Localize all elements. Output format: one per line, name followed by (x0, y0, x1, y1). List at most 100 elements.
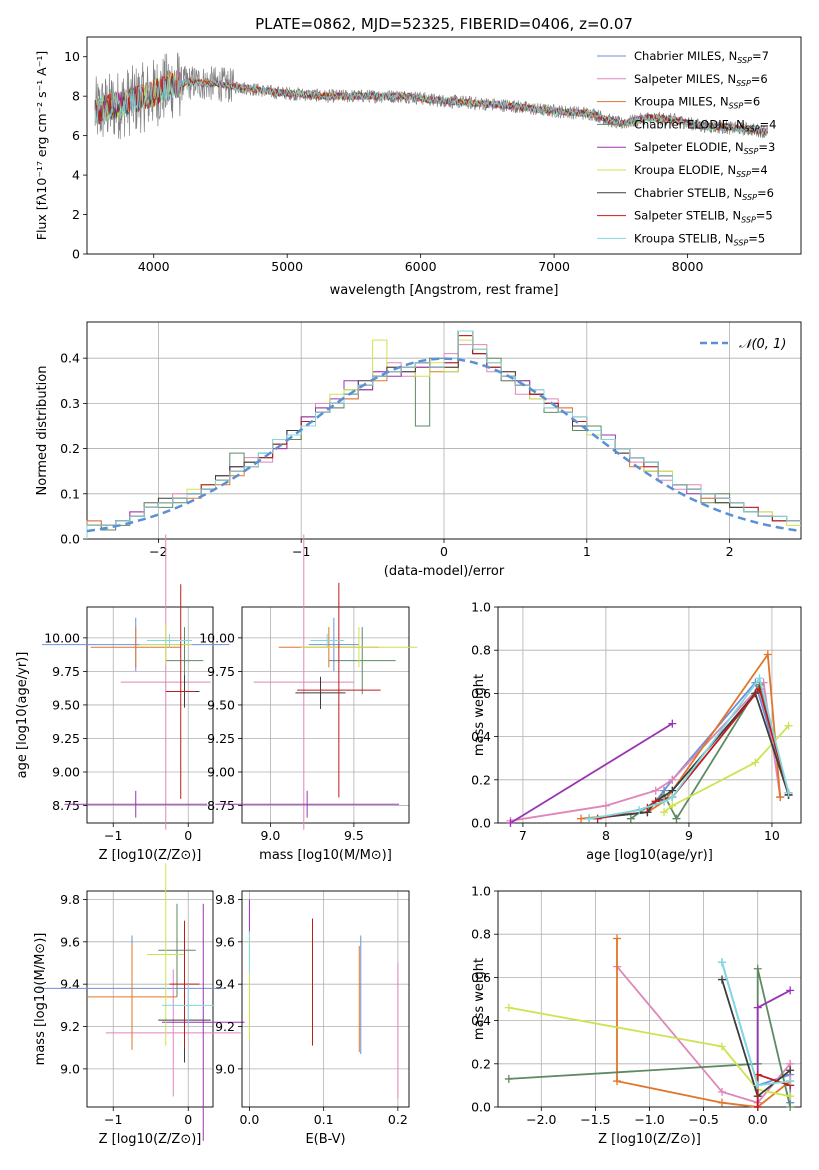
y-tick-label: 9.50 (52, 697, 80, 712)
y-tick-label: 9.25 (207, 731, 235, 746)
x-tick-label: −0.5 (688, 1112, 718, 1127)
x-tick-label: 10 (764, 828, 780, 843)
residual-histogram (86, 330, 801, 539)
y-tick-label: 0.6 (471, 970, 491, 985)
x-tick-label: 0.0 (239, 1112, 259, 1127)
y-tick-label: 4 (72, 168, 80, 183)
x-tick-label: 7 (519, 828, 527, 843)
x-tick-label: 2 (726, 544, 734, 559)
y-tick-label: 9.00 (52, 765, 80, 780)
y-tick-label: 8.75 (207, 798, 235, 813)
spectrum-panel: 4000 5000 6000 7000 8000 0 2 4 6 8 10 Chabrier MILE… (34, 36, 802, 298)
axes-frame (86, 606, 214, 824)
x-tick-label: 1 (583, 544, 591, 559)
y-tick-label: 6 (72, 128, 80, 143)
weight-point-marker (668, 719, 677, 728)
x-tick-label: −1 (104, 1112, 122, 1127)
x-tick-label: 5000 (271, 259, 303, 274)
weight-point-marker (786, 1103, 795, 1111)
weight-point-marker (718, 1042, 727, 1051)
y-axis-label: Flux [fλ10⁻¹⁷ erg cm⁻² s⁻¹ A⁻¹] (34, 51, 49, 240)
weight-point-marker (593, 814, 602, 823)
axes-frame (241, 606, 410, 824)
legend-entry: Salpeter ELODIE, NSSP=3 (634, 140, 775, 156)
y-tick-label: 9.25 (52, 731, 80, 746)
x-axis-label: age [log10(age/yr)] (586, 848, 713, 863)
x-tick-label: −1.0 (634, 1112, 664, 1127)
x-tick-label: −1 (104, 828, 122, 843)
x-axis-label: Z [log10(Z/Z⊙)] (598, 1132, 701, 1147)
axes-frame (241, 890, 410, 1108)
x-tick-label: 7000 (538, 259, 570, 274)
mass-vs-EBV-panel: 0.0 0.1 0.2 9.0 9.2 9.4 9.6 9.8 E(B-V) (215, 890, 410, 1147)
weight-point-marker (613, 1077, 622, 1086)
y-tick-label: 9.6 (215, 934, 235, 949)
y-tick-label: 9.2 (215, 1019, 235, 1034)
y-tick-label: 9.00 (207, 765, 235, 780)
x-tick-label: 0.2 (388, 1112, 408, 1127)
y-tick-label: 1.0 (471, 884, 491, 899)
y-tick-label: 0.2 (471, 1056, 491, 1071)
x-tick-label: −2 (149, 544, 167, 559)
figure-title: PLATE=0862, MJD=52325, FIBERID=0406, z=0… (255, 15, 633, 33)
x-tick-label: 8 (602, 828, 610, 843)
model-spectrum (94, 72, 768, 135)
x-tick-label: 0.0 (748, 1112, 768, 1127)
y-tick-label: 0.2 (60, 441, 80, 456)
y-tick-label: 0.4 (60, 351, 80, 366)
legend-entry: Salpeter STELIB, NSSP=5 (634, 209, 773, 225)
weight-point-marker (613, 934, 622, 943)
weight-series-line (589, 676, 790, 820)
y-tick-label: 0.0 (471, 816, 491, 831)
spectrum-lines (94, 52, 768, 140)
weight-point-marker (753, 1081, 762, 1090)
weight-vs-Z-panel: −2.0 −1.5 −1.0 −0.5 0.0 0.0 0.2 0.4 0.6 0.8 1.0 Z [… (471, 884, 802, 1147)
y-tick-label: 0.1 (60, 486, 80, 501)
y-tick-label: 0.3 (60, 396, 80, 411)
weight-point-marker (786, 1077, 795, 1086)
x-tick-label: −1.5 (580, 1112, 610, 1127)
y-tick-label: 8 (72, 89, 80, 104)
weight-series-line (510, 722, 673, 824)
weight-point-marker (784, 721, 793, 730)
y-tick-label: 0.0 (60, 532, 80, 547)
weight-point-marker (755, 674, 764, 683)
weight-point-marker (635, 806, 644, 815)
weight-point-marker (776, 793, 785, 802)
y-tick-label: 0.8 (471, 927, 491, 942)
weight-point-marker (577, 814, 586, 823)
weight-point-marker (504, 1003, 513, 1012)
y-tick-label: 10 (64, 49, 80, 64)
y-tick-label: 0.0 (471, 1100, 491, 1115)
normal-reference-curve (86, 357, 802, 533)
x-tick-label: 0.1 (314, 1112, 334, 1127)
legend-entry: Kroupa STELIB, NSSP=5 (634, 231, 765, 247)
y-axis-label: age [log10(age/yr)] (15, 652, 30, 779)
spectrum-legend: Chabrier MILES, NSSP=7 Salpeter MILES, NS… (597, 49, 776, 247)
weight-point-marker (718, 958, 727, 967)
weight-point-marker (718, 975, 727, 984)
weight-point-marker (786, 1066, 795, 1075)
model-spectrum (94, 74, 768, 136)
axes-frame (86, 36, 802, 255)
y-tick-label: 9.50 (207, 697, 235, 712)
legend-entry: Chabrier ELODIE, NSSP=4 (634, 117, 776, 133)
age-vs-Z-panel: −1 0 8.75 9.00 9.25 9.50 9.75 10.00 Z [log10(Z/Z… (15, 534, 230, 863)
legend-entry: Salpeter MILES, NSSP=6 (634, 72, 768, 88)
y-tick-label: 0.2 (471, 772, 491, 787)
y-tick-label: 9.0 (60, 1061, 80, 1076)
x-tick-label: 0 (184, 1112, 192, 1127)
y-tick-label: 9.8 (215, 892, 235, 907)
weight-point-marker (786, 1092, 795, 1101)
x-tick-label: −2.0 (526, 1112, 556, 1127)
weight-point-marker (786, 986, 795, 995)
legend-entry: Chabrier MILES, NSSP=7 (634, 49, 769, 65)
weight-point-marker (753, 964, 762, 973)
y-tick-label: 9.0 (215, 1061, 235, 1076)
weight-point-marker (672, 814, 681, 823)
x-axis-label: Z [log10(Z/Z⊙)] (99, 848, 202, 863)
x-tick-label: 9.0 (260, 828, 280, 843)
weight-point-marker (504, 1074, 513, 1083)
